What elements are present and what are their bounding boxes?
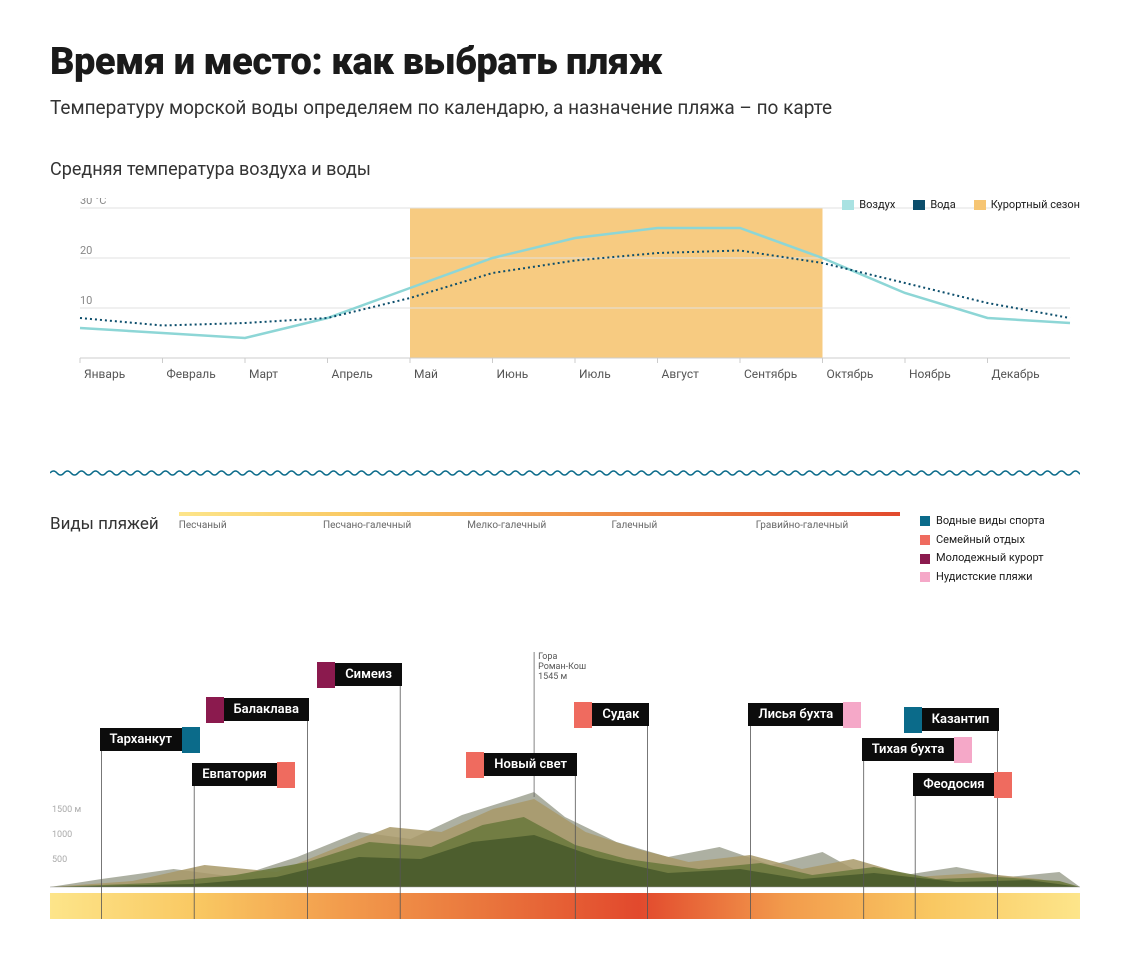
svg-text:1000: 1000 <box>52 830 72 840</box>
activity-legend: Водные виды спортаСемейный отдыхМолодежн… <box>920 512 1080 587</box>
temp-legend: Воздух Вода Курортный сезон <box>842 198 1080 211</box>
wave-divider <box>50 468 1080 478</box>
temp-chart-title: Средняя температура воздуха и воды <box>50 159 1080 180</box>
svg-text:Январь: Январь <box>84 367 125 381</box>
beach-label: Судак <box>574 702 649 728</box>
legend-item: Курортный сезон <box>974 198 1080 211</box>
svg-text:Октябрь: Октябрь <box>827 367 874 381</box>
svg-text:Июнь: Июнь <box>497 367 529 381</box>
legend-item: Воздух <box>842 198 895 211</box>
svg-text:Роман-Кош: Роман-Кош <box>538 662 586 672</box>
activity-item: Нудистские пляжи <box>920 568 1080 587</box>
svg-text:Май: Май <box>414 367 438 381</box>
beach-label: Тарханкут <box>100 727 201 753</box>
svg-text:Апрель: Апрель <box>332 367 373 381</box>
beach-type-label: Песчано-галечный <box>323 520 467 531</box>
beach-label: Феодосия <box>913 772 1012 798</box>
svg-text:Февраль: Февраль <box>167 367 216 381</box>
beach-type-label: Гравийно-галечный <box>756 520 900 531</box>
svg-text:Сентябрь: Сентябрь <box>744 367 797 381</box>
svg-text:30 °C: 30 °C <box>80 198 106 207</box>
temperature-chart: Воздух Вода Курортный сезон 10 20 30 °C Январ… <box>50 198 1080 418</box>
svg-text:Август: Август <box>662 367 700 381</box>
coast-profile: 1500 м 1000 500 ГораРоман-Кош1545 м Тарханк… <box>50 597 1080 927</box>
beach-label: Тихая бухта <box>862 737 973 763</box>
beach-label: Симеиз <box>317 662 402 688</box>
beach-title: Виды пляжей <box>50 512 159 534</box>
svg-text:Март: Март <box>249 367 278 381</box>
temp-chart-svg: 10 20 30 °C Январь Февраль Март Апрель Май Июнь И… <box>50 198 1080 398</box>
beach-type-label: Галечный <box>611 520 755 531</box>
beach-type-label: Мелко-галечный <box>467 520 611 531</box>
svg-text:20: 20 <box>80 244 92 257</box>
beach-type-legend: ПесчаныйПесчано-галечныйМелко-галечныйГа… <box>179 512 900 531</box>
svg-text:500: 500 <box>52 855 67 865</box>
legend-item: Вода <box>913 198 955 211</box>
beach-type-label: Песчаный <box>179 520 323 531</box>
activity-item: Семейный отдых <box>920 531 1080 550</box>
beach-label: Евпатория <box>192 762 295 788</box>
beach-section: Виды пляжей ПесчаныйПесчано-галечныйМелк… <box>50 512 1080 932</box>
beach-label: Лисья бухта <box>748 702 861 728</box>
svg-text:10: 10 <box>80 294 92 307</box>
svg-text:Июль: Июль <box>579 367 611 381</box>
beach-label: Казантип <box>904 707 1000 733</box>
beach-label: Балаклава <box>206 697 310 723</box>
svg-text:Гора: Гора <box>538 652 557 662</box>
beach-label: Новый свет <box>466 752 577 778</box>
svg-text:Ноябрь: Ноябрь <box>909 367 951 381</box>
activity-item: Водные виды спорта <box>920 512 1080 531</box>
svg-text:Декабрь: Декабрь <box>992 367 1040 381</box>
svg-text:1500 м: 1500 м <box>52 805 81 815</box>
svg-text:1545 м: 1545 м <box>538 672 567 682</box>
activity-item: Молодежный курорт <box>920 549 1080 568</box>
page-subtitle: Температуру морской воды определяем по к… <box>50 96 1080 119</box>
page-title: Время и место: как выбрать пляж <box>50 40 1080 84</box>
